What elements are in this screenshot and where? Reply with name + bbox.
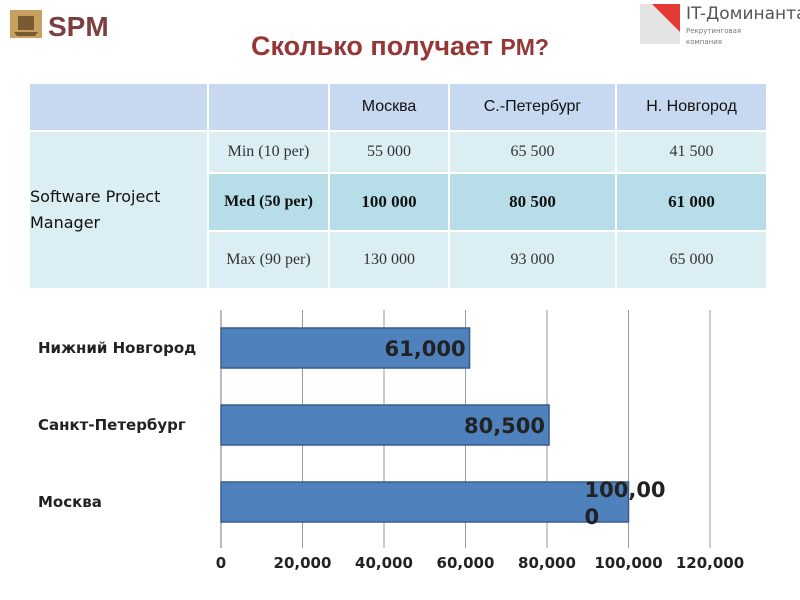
table-row: Med (50 per) 100 000 80 500 61 000 xyxy=(29,172,768,232)
x-tick-label: 120,000 xyxy=(676,554,744,572)
logo-title: IT-Доминанта xyxy=(686,4,800,24)
role-cell: Software Project Manager xyxy=(28,130,209,290)
header-spb: С.-Петербург xyxy=(448,82,617,132)
salary-table: Москва С.-Петербург Н. Новгород Software… xyxy=(28,82,768,290)
data-label: 100,00 xyxy=(585,478,666,502)
value-cell: 55 000 xyxy=(328,130,450,174)
row-label: Max (90 per) xyxy=(207,230,330,290)
data-label: 80,500 xyxy=(464,414,545,438)
bar xyxy=(220,481,630,523)
x-tick-label: 80,000 xyxy=(518,554,576,572)
page-title: Сколько получает PM? xyxy=(251,31,549,61)
header-cell xyxy=(207,82,330,132)
table-row: Software Project Manager Min (10 per) 55… xyxy=(28,130,768,290)
value-cell: 65 500 xyxy=(448,130,617,174)
x-tick-label: 20,000 xyxy=(274,554,332,572)
value-cell: 61 000 xyxy=(615,172,768,232)
category-label: Нижний Новгород xyxy=(38,339,196,357)
header-nnov: Н. Новгород xyxy=(615,82,768,132)
header-moscow: Москва xyxy=(328,82,450,132)
x-tick-label: 40,000 xyxy=(355,554,413,572)
data-label: 61,000 xyxy=(385,337,466,361)
value-cell: 65 000 xyxy=(615,230,768,290)
row-label: Med (50 per) xyxy=(207,172,330,232)
category-label: Москва xyxy=(38,493,102,511)
x-tick-label: 100,000 xyxy=(594,554,662,572)
table-row: Max (90 per) 130 000 93 000 65 000 xyxy=(29,230,768,290)
svg-text:SPM: SPM xyxy=(48,11,109,42)
value-cell: 130 000 xyxy=(328,230,450,290)
bar xyxy=(220,327,471,369)
value-cell: 41 500 xyxy=(615,130,768,174)
logo-mark-icon xyxy=(640,4,680,44)
x-tick-label: 0 xyxy=(216,554,226,572)
x-tick-label: 60,000 xyxy=(437,554,495,572)
bar xyxy=(220,404,550,446)
value-cell: 80 500 xyxy=(448,172,617,232)
table-header-row: Москва С.-Петербург Н. Новгород xyxy=(28,82,768,132)
logo-subtitle-2: компания xyxy=(686,38,722,46)
it-dominanta-logo: IT-Доминанта Рекрутинговая компания xyxy=(640,4,800,50)
header-cell xyxy=(28,82,209,132)
value-cell: 93 000 xyxy=(448,230,617,290)
spm-logo: SPM xyxy=(10,10,109,42)
row-label: Min (10 per) xyxy=(207,130,330,174)
data-label: 0 xyxy=(585,505,600,529)
logo-subtitle-1: Рекрутинговая xyxy=(686,27,742,35)
value-cell: 100 000 xyxy=(328,172,450,232)
category-label: Санкт-Петербург xyxy=(38,416,186,434)
